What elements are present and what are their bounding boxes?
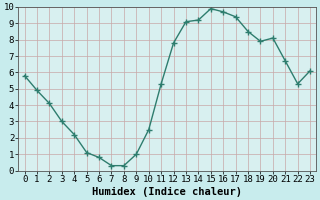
X-axis label: Humidex (Indice chaleur): Humidex (Indice chaleur) bbox=[92, 186, 242, 197]
